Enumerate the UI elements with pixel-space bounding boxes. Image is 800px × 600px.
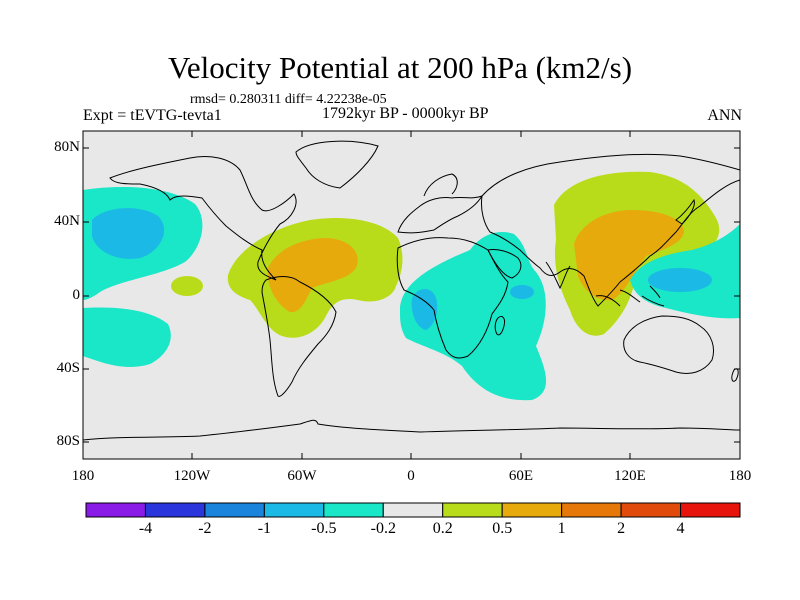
contour-neg-se-pacific bbox=[83, 307, 171, 367]
colorbar-label: 2 bbox=[617, 520, 626, 537]
lon-label-60w: 60W bbox=[287, 468, 317, 484]
colorbar-label: 0.5 bbox=[492, 520, 513, 537]
colorbar-label: -0.5 bbox=[311, 520, 337, 537]
lat-label-40n: 40N bbox=[54, 213, 80, 229]
contour-neg-indian bbox=[400, 231, 547, 401]
colorbar bbox=[85, 502, 741, 518]
lat-label-80n: 80N bbox=[54, 139, 80, 155]
period-label: 1792kyr BP - 0000kyr BP bbox=[322, 105, 489, 122]
contour-neg2-ne-pacific bbox=[92, 208, 165, 259]
lon-label-0: 0 bbox=[407, 468, 415, 484]
contour-neg2-africa bbox=[411, 289, 438, 330]
coastlines bbox=[83, 140, 740, 441]
colorbar-swatch bbox=[204, 502, 265, 518]
coast-india bbox=[545, 261, 571, 290]
contour-pos-central-pacific bbox=[171, 276, 203, 296]
contour-pos2-asia bbox=[574, 210, 684, 301]
coast-africa bbox=[396, 237, 509, 359]
coast-arabia bbox=[487, 249, 522, 279]
colorbar-label: -1 bbox=[257, 520, 272, 537]
lat-label-80s: 80S bbox=[56, 433, 80, 449]
colorbar-swatch bbox=[144, 502, 206, 518]
coast-japan bbox=[675, 198, 695, 225]
lat-label-0: 0 bbox=[72, 287, 81, 303]
lat-ticks bbox=[83, 147, 740, 443]
colorbar-label: -0.2 bbox=[370, 520, 396, 537]
coast-australia bbox=[623, 315, 714, 374]
lon-label-60e: 60E bbox=[508, 468, 534, 484]
coast-asia bbox=[481, 153, 740, 307]
lat-label-40s: 40S bbox=[56, 360, 80, 376]
colorbar-swatch bbox=[442, 502, 503, 518]
lon-label-120w: 120W bbox=[173, 468, 211, 484]
lon-label-180e: 180 bbox=[728, 468, 752, 484]
coast-scandinavia bbox=[423, 173, 458, 197]
contour-neg2-indian bbox=[510, 285, 534, 299]
colorbar-swatch bbox=[501, 502, 563, 518]
experiment-label: Expt = tEVTG-tevta1 bbox=[83, 107, 222, 124]
coast-maritime-continent bbox=[595, 285, 665, 307]
colorbar-swatch bbox=[263, 502, 325, 518]
coast-north-america bbox=[109, 156, 297, 281]
contour-pos2-atlantic bbox=[267, 238, 358, 313]
plot-title: Velocity Potential at 200 hPa (km2/s) bbox=[167, 50, 633, 85]
lon-label-120e: 120E bbox=[614, 468, 646, 484]
lon-ticks bbox=[82, 131, 741, 459]
colorbar-swatch bbox=[620, 502, 682, 518]
coast-madagascar bbox=[494, 315, 505, 336]
colorbar-label: -2 bbox=[198, 520, 212, 537]
colorbar-swatch bbox=[323, 502, 384, 518]
coast-south-america bbox=[261, 276, 337, 397]
season-label: ANN bbox=[707, 107, 742, 124]
colorbar-label: -4 bbox=[138, 520, 153, 537]
stats-text: rmsd= 0.280311 diff= 4.22238e-05 bbox=[190, 92, 387, 107]
coast-greenland bbox=[295, 140, 379, 189]
colorbar-swatch bbox=[85, 502, 146, 518]
colorbar-label: 4 bbox=[676, 520, 685, 537]
colorbar-swatch bbox=[561, 502, 622, 518]
colorbar-label: 0.2 bbox=[432, 520, 453, 537]
colorbar-swatch bbox=[680, 502, 741, 518]
colorbar-swatch bbox=[382, 502, 444, 518]
coast-antarctica bbox=[83, 419, 740, 441]
lon-label-180w: 180 bbox=[71, 468, 95, 484]
contour-neg2-west-pacific bbox=[648, 268, 712, 292]
colorbar-label: 1 bbox=[557, 520, 566, 537]
